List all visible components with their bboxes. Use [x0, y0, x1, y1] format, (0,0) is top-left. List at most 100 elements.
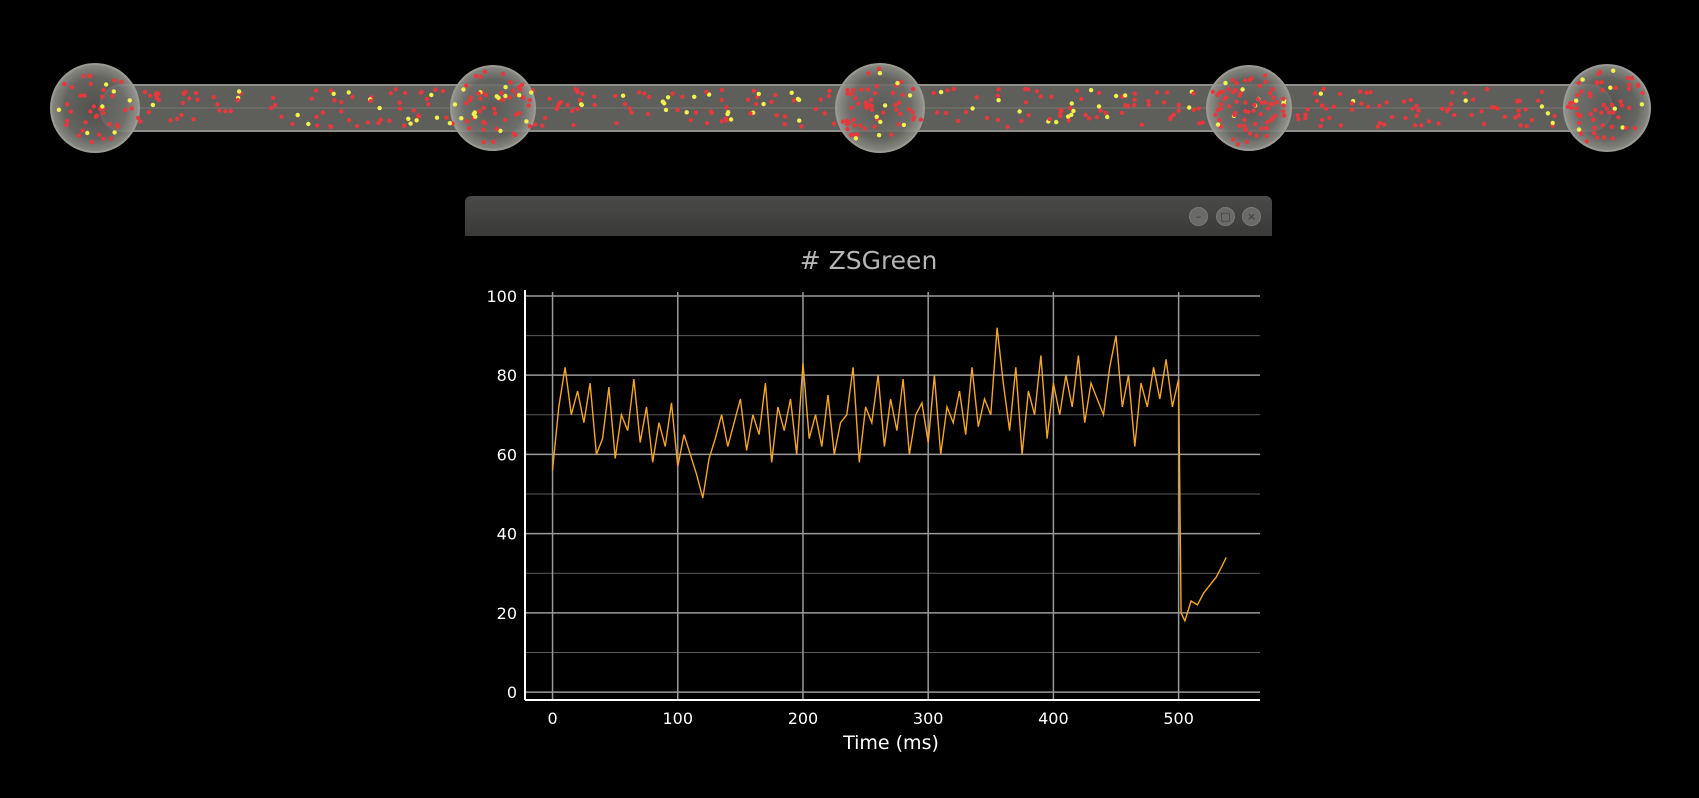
- particle: [1271, 95, 1277, 101]
- particle: [520, 95, 526, 100]
- particle: [64, 102, 70, 107]
- particle: [122, 108, 128, 113]
- particle: [882, 103, 888, 108]
- grid: [525, 292, 1260, 700]
- particle: [533, 122, 538, 127]
- close-button[interactable]: ×: [1242, 207, 1261, 226]
- particle: [397, 100, 402, 105]
- particle: [1240, 87, 1245, 92]
- particle: [1576, 127, 1582, 132]
- particle: [1242, 117, 1247, 123]
- particle: [419, 89, 424, 95]
- particle: [769, 99, 774, 105]
- particle: [96, 132, 102, 137]
- particle: [529, 90, 534, 95]
- particle: [320, 110, 326, 115]
- particle: [1146, 102, 1152, 108]
- particle: [756, 91, 761, 97]
- particle: [1259, 126, 1264, 131]
- particle: [347, 118, 352, 123]
- x-tick-label: 500: [1163, 709, 1194, 728]
- particle: [1616, 115, 1621, 120]
- particle: [1252, 103, 1257, 108]
- particle: [499, 90, 504, 96]
- particle: [1412, 123, 1418, 128]
- particle: [481, 140, 486, 145]
- particle: [332, 98, 337, 103]
- particle: [688, 118, 693, 123]
- particle: [964, 109, 969, 115]
- particle: [56, 107, 62, 113]
- particle: [1629, 76, 1635, 81]
- particle: [1197, 121, 1202, 126]
- particle: [995, 93, 1001, 98]
- maximize-button[interactable]: □: [1216, 207, 1235, 226]
- particle: [527, 124, 533, 129]
- particle: [401, 123, 407, 128]
- particle: [859, 87, 864, 92]
- particle: [852, 123, 857, 128]
- particle: [429, 92, 434, 98]
- particle: [1515, 99, 1520, 104]
- particle: [881, 110, 886, 115]
- particle: [704, 89, 709, 95]
- particle: [1253, 121, 1258, 127]
- y-tick-label: 40: [497, 525, 517, 544]
- particle: [1436, 121, 1441, 126]
- particle: [1088, 88, 1094, 93]
- particle: [907, 93, 913, 98]
- particle: [271, 95, 276, 101]
- particle: [565, 102, 570, 108]
- particle: [1600, 123, 1605, 128]
- particle: [424, 96, 430, 102]
- particle: [1502, 114, 1508, 120]
- particle: [858, 123, 863, 128]
- particle: [1591, 131, 1597, 136]
- particle: [1023, 100, 1029, 105]
- particle: [1083, 112, 1088, 118]
- particle: [1295, 113, 1300, 118]
- particle: [524, 119, 529, 124]
- particle: [1591, 117, 1596, 122]
- particle: [935, 110, 940, 115]
- particle: [1584, 139, 1590, 144]
- particle: [1123, 103, 1128, 108]
- minimize-button[interactable]: –: [1189, 207, 1208, 226]
- particle: [1243, 108, 1248, 114]
- particle: [1058, 107, 1063, 113]
- particle: [1484, 87, 1490, 92]
- particle: [1227, 104, 1232, 109]
- particle: [408, 121, 413, 126]
- window-titlebar[interactable]: – □ ×: [465, 196, 1272, 236]
- particle: [1416, 108, 1421, 113]
- particle: [1579, 89, 1584, 94]
- particle: [1608, 85, 1613, 90]
- x-tick-label: 300: [913, 709, 944, 728]
- particle: [799, 124, 804, 129]
- particle: [503, 117, 508, 123]
- particle: [268, 105, 274, 111]
- particle: [1258, 112, 1264, 117]
- particle: [1281, 103, 1286, 108]
- particle: [434, 115, 440, 120]
- particle: [127, 98, 132, 103]
- particle: [146, 109, 151, 115]
- particle: [889, 132, 894, 137]
- particle: [692, 94, 697, 100]
- particle: [1463, 98, 1468, 103]
- particle: [1235, 142, 1241, 147]
- particle: [1624, 125, 1629, 131]
- particle: [1054, 119, 1059, 125]
- particle: [1596, 71, 1601, 77]
- particle: [761, 101, 766, 107]
- particle: [1237, 123, 1242, 128]
- particle: [478, 74, 483, 79]
- particle: [774, 113, 779, 118]
- particle: [1262, 73, 1268, 78]
- particle: [1196, 106, 1202, 111]
- particle: [579, 102, 584, 108]
- particle: [1255, 97, 1261, 102]
- plot-window: – □ × # ZSGreen 0 20 40 60 80 100 0 100 200 300 40…: [465, 196, 1272, 771]
- particle: [1105, 114, 1110, 120]
- particle: [723, 116, 729, 121]
